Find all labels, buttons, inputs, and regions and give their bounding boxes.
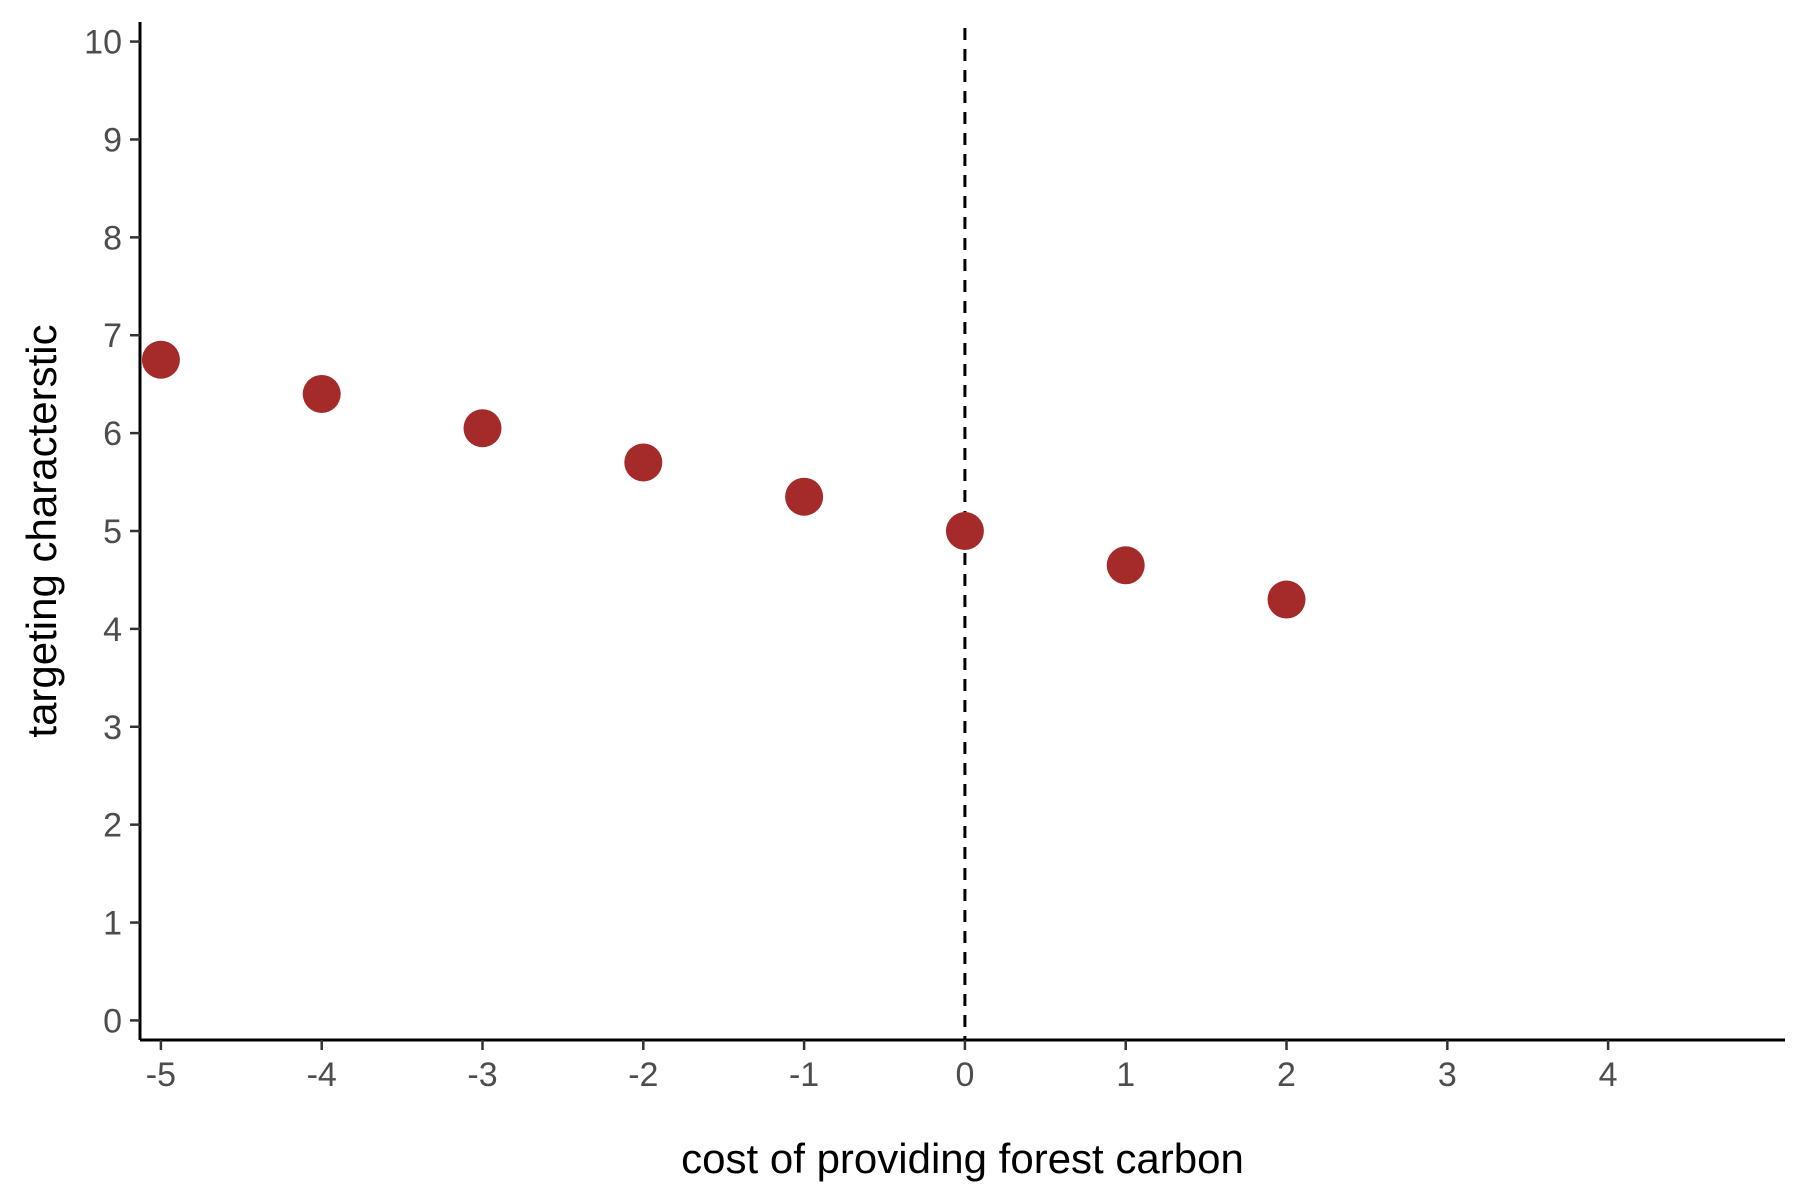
y-tick-label: 8 [103, 219, 122, 257]
data-point [624, 443, 663, 482]
data-point [785, 477, 824, 516]
data-point [945, 512, 984, 550]
x-tick-label: 1 [1116, 1056, 1135, 1094]
y-tick-label: 3 [103, 709, 122, 747]
data-point [1106, 546, 1145, 585]
x-tick-label: 4 [1599, 1056, 1618, 1094]
y-tick-label: 10 [84, 24, 122, 62]
y-tick-label: 7 [103, 317, 122, 355]
y-tick-label: 5 [103, 513, 122, 551]
y-tick-label: 2 [103, 807, 122, 845]
x-ticks-layer: -5 -4 -3 -2 -1 0 1 2 3 4 [146, 1040, 1618, 1094]
y-tick-label: 9 [103, 121, 122, 159]
y-tick-label: 6 [103, 415, 122, 453]
x-tick-label: -3 [467, 1056, 497, 1094]
x-axis-title: cost of providing forest carbon [681, 1135, 1244, 1182]
y-tick-label: 0 [103, 1002, 122, 1040]
data-points-layer [141, 340, 1306, 619]
data-point [141, 340, 180, 379]
data-point [463, 409, 502, 448]
data-point [1267, 580, 1306, 619]
x-tick-label: -4 [307, 1056, 337, 1094]
y-tick-label: 4 [103, 611, 122, 649]
x-tick-label: 0 [955, 1056, 974, 1094]
x-tick-label: 2 [1277, 1056, 1296, 1094]
data-point [302, 374, 341, 413]
x-tick-label: -2 [628, 1056, 658, 1094]
x-tick-label: 3 [1438, 1056, 1457, 1094]
y-axis-title: targeting characterstic [18, 324, 65, 737]
y-tick-label: 1 [103, 905, 122, 943]
x-tick-label: -5 [146, 1056, 176, 1094]
x-tick-label: -1 [789, 1056, 819, 1094]
y-ticks-layer: 0 1 2 3 4 5 6 7 8 9 10 [84, 24, 140, 1040]
